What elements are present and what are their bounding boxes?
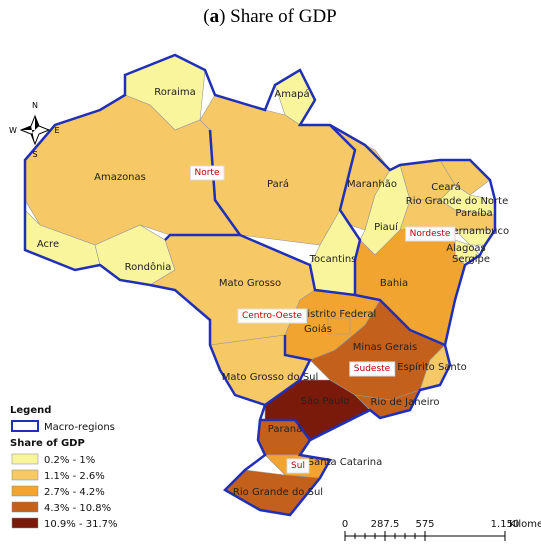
region-label: Sudeste [354, 364, 391, 374]
legend-subtitle: Share of GDP [10, 438, 85, 449]
legend-swatch [11, 485, 39, 497]
state-label: Espírito Santo [397, 361, 467, 373]
region-box [189, 165, 225, 181]
state-label: Rio Grande do Norte [406, 196, 508, 207]
region-label: Nordeste [410, 229, 451, 239]
state-label: Sergipe [452, 254, 490, 265]
region-box [405, 226, 456, 242]
state-label: Pará [267, 178, 289, 190]
compass-letter: W [9, 126, 17, 135]
scale-unit: Kilometers [509, 519, 541, 530]
border [264, 335, 312, 407]
legend-swatch [11, 517, 39, 529]
state-label: Santa Catarina [308, 457, 383, 468]
state-label: Ceará [431, 181, 461, 193]
legend-label: 0.2% - 1% [44, 455, 95, 466]
title-part: ) Share of GDP [219, 6, 337, 27]
state-label: Bahia [380, 278, 408, 289]
region-box [286, 458, 310, 474]
state-label: Goiás [304, 323, 332, 335]
region-box [349, 361, 396, 377]
state-label: Mato Grosso do Sul [222, 372, 319, 383]
compass-rose [21, 116, 39, 144]
legend-title: Legend [10, 405, 51, 416]
title-part: a [210, 6, 220, 27]
state-label: Rondônia [125, 261, 172, 273]
legend-label: Macro-regions [44, 422, 115, 433]
border [239, 124, 362, 297]
compass-letter: N [32, 101, 38, 110]
state-label: Tocantins [309, 254, 357, 265]
scale-label: 1.150 [491, 519, 520, 530]
state-label: Pernambuco [447, 226, 509, 237]
state-label: Piauí [374, 221, 399, 233]
legend-label: 10.9% - 31.7% [44, 519, 118, 530]
state-label: Paraná [268, 423, 302, 435]
state [327, 317, 351, 335]
state-label: Distrito Federal [300, 309, 377, 320]
labels: Roraima Amapá Amazonas Acre Rondônia Pará Mara… [37, 87, 509, 498]
legend-swatch [11, 501, 39, 513]
map-title: (a) Share of GDP [203, 6, 337, 27]
state-label: Amapá [274, 88, 309, 100]
scale-bar: 0 287.5 575 1.150Kilometers [342, 519, 541, 541]
state-label: Mato Grosso [219, 278, 281, 289]
compass: N S E W [9, 101, 59, 159]
state-label: Paraíba [455, 207, 492, 219]
state-label: Rio Grande do Sul [233, 487, 323, 498]
region-label: Norte [194, 168, 219, 178]
legend-swatch [11, 453, 39, 465]
scale-label: 287.5 [371, 519, 400, 530]
legend: Legend Macro-regions Share of GDP 0.2% -… [10, 405, 118, 530]
scale-label: 0 [342, 519, 348, 530]
region-label: Centro-Oeste [242, 311, 303, 321]
legend-swatch [11, 469, 39, 481]
state-label: Rio de Janeiro [370, 397, 439, 408]
state-label: Roraima [154, 87, 196, 98]
legend-label: 4.3% - 10.8% [44, 503, 111, 514]
state-label: Maranhão [347, 179, 397, 190]
legend-label: 1.1% - 2.6% [44, 471, 105, 482]
region-label: Sul [291, 461, 305, 471]
state-label: Amazonas [94, 172, 146, 183]
state-label: Minas Gerais [353, 342, 417, 353]
border [354, 293, 446, 347]
country-border [23, 53, 497, 517]
legend-label: 2.7% - 4.2% [44, 487, 105, 498]
state-label: Alagoas [446, 243, 486, 254]
region-box [237, 308, 308, 324]
title-part: ( [203, 6, 209, 27]
state-label: Acre [37, 239, 59, 250]
compass-letter: S [32, 150, 37, 159]
compass-letter: E [54, 126, 59, 135]
legend-swatch [11, 420, 39, 432]
scale-label: 575 [415, 519, 434, 530]
state-label: São Paulo [301, 396, 350, 407]
